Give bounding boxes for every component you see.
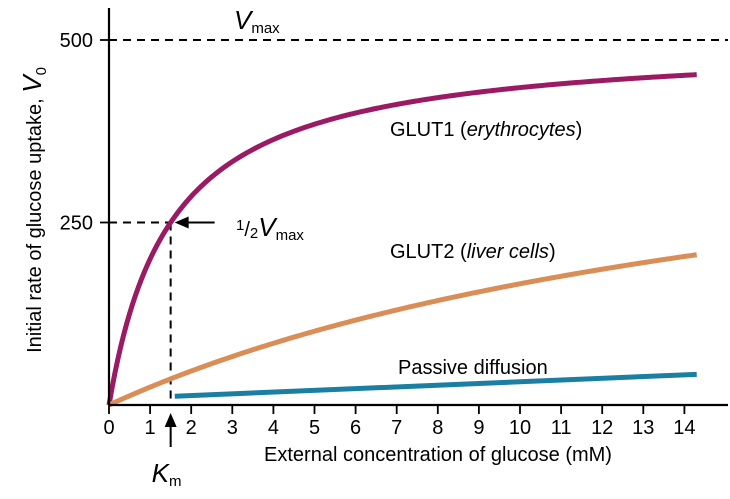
x-tick-label-3: 3 <box>227 417 238 439</box>
x-tick-label-12: 12 <box>591 417 613 439</box>
curves <box>106 72 698 408</box>
x-tick-label-14: 14 <box>673 417 695 439</box>
reference-lines <box>109 39 728 405</box>
y-tick-label-500: 500 <box>60 30 93 52</box>
x-tick-label-4: 4 <box>268 417 279 439</box>
x-tick-label-8: 8 <box>432 417 443 439</box>
half-vmax-arrow-head <box>174 216 189 229</box>
label-glut1: GLUT1 (erythrocytes) <box>390 119 582 141</box>
y-tick-label-250: 250 <box>60 213 93 235</box>
axes <box>100 8 728 414</box>
label-glut2: GLUT2 (liver cells) <box>390 241 556 263</box>
x-tick-label-0: 0 <box>103 417 114 439</box>
km-label: Km <box>152 458 182 490</box>
x-axis-title: External concentration of glucose (mM) <box>264 444 612 466</box>
x-tick-label-6: 6 <box>350 417 361 439</box>
x-tick-label-10: 10 <box>509 417 531 439</box>
curve-glut1 <box>106 72 697 406</box>
x-tick-label-2: 2 <box>186 417 197 439</box>
half-vmax-label: 1/2Vmax <box>236 212 304 244</box>
x-tick-label-1: 1 <box>145 417 156 439</box>
curve-passive-diffusion <box>174 371 697 399</box>
x-tick-label-11: 11 <box>551 417 572 439</box>
x-tick-label-7: 7 <box>391 417 402 439</box>
x-tick-label-5: 5 <box>309 417 320 439</box>
label-passive-diffusion: Passive diffusion <box>398 357 548 379</box>
curve-glut2 <box>107 252 698 408</box>
y-axis-title: Initial rate of glucose uptake, V0 <box>17 67 50 353</box>
vmax-label: Vmax <box>234 5 280 37</box>
x-tick-label-9: 9 <box>473 417 484 439</box>
km-arrow-head <box>164 413 177 427</box>
x-tick-label-13: 13 <box>632 417 654 439</box>
